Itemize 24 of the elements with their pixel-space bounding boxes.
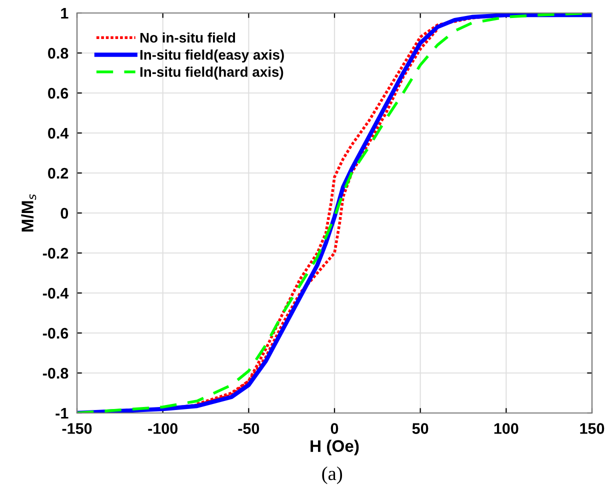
x-tick-label: -50 bbox=[238, 423, 260, 434]
text: (a) bbox=[322, 466, 342, 484]
y-tick-label: 1 bbox=[61, 8, 68, 19]
y-tick-label: -0.6 bbox=[42, 328, 68, 339]
y-tick-label: -0.8 bbox=[42, 368, 68, 379]
legend-label: In-situ field(easy axis) bbox=[140, 50, 284, 63]
x-tick-label: 0 bbox=[330, 423, 338, 434]
legend-label: No in-situ field bbox=[140, 32, 236, 43]
y-tick-label: -1 bbox=[56, 408, 68, 419]
y-tick-label: -0.4 bbox=[42, 288, 69, 299]
y-tick-label: 0.6 bbox=[48, 88, 68, 99]
y-tick-label: 0.2 bbox=[48, 168, 68, 179]
y-tick-label: 0.4 bbox=[48, 128, 69, 139]
y-tick-label: 0 bbox=[60, 208, 68, 219]
x-tick-label: -150 bbox=[62, 423, 92, 434]
y-tick-label: 0.8 bbox=[48, 48, 68, 59]
x-tick-label: 150 bbox=[580, 423, 604, 434]
legend-label: In-situ field(hard axis) bbox=[140, 66, 284, 80]
x-tick-label: 50 bbox=[412, 423, 428, 434]
x-tick-label: -100 bbox=[148, 423, 178, 434]
y-tick-label: -0.2 bbox=[42, 248, 68, 259]
x-axis-title: H (Oe) bbox=[310, 440, 359, 456]
y-axis-title: M/M$_{s}$ bbox=[21, 194, 36, 232]
x-tick-label: 100 bbox=[494, 423, 518, 434]
